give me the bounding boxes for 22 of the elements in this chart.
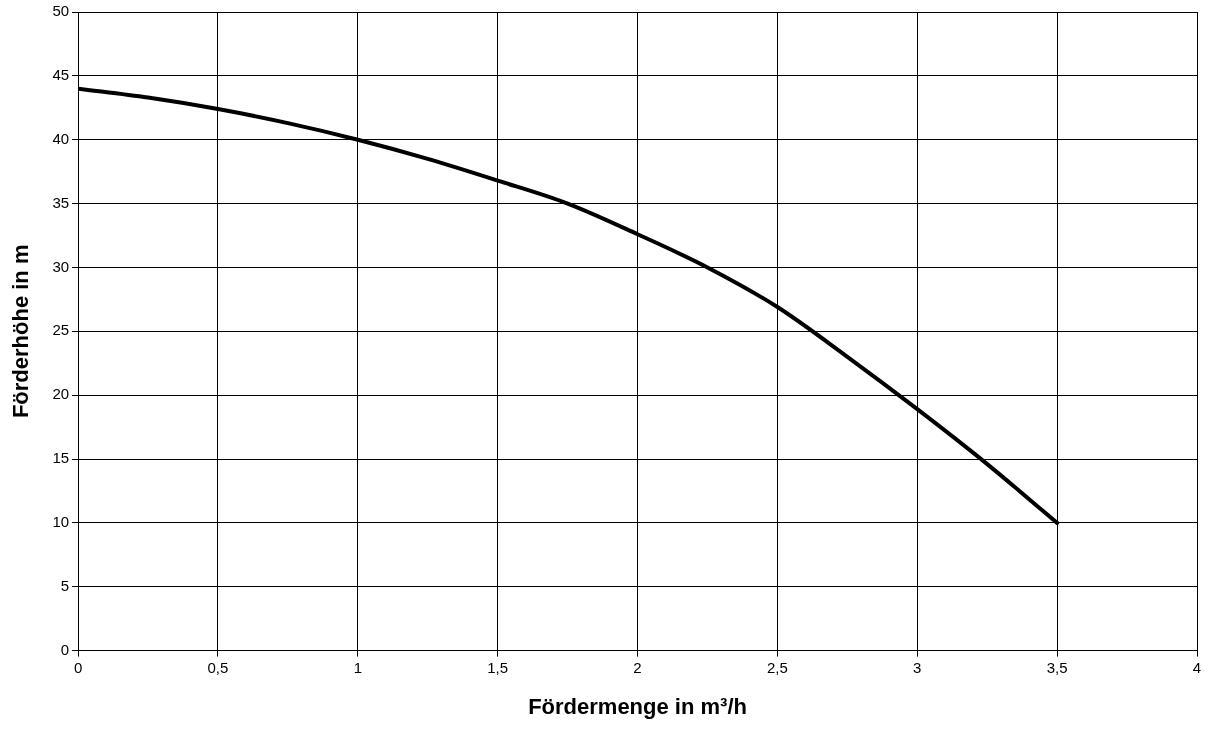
x-axis-title: Fördermenge in m³/h xyxy=(528,693,747,719)
y-tick-label: 45 xyxy=(52,66,70,83)
y-tick-label: 15 xyxy=(52,449,70,467)
x-tick-label: 0,5 xyxy=(207,658,229,676)
x-tick-label: 2 xyxy=(633,658,642,676)
x-tick-label: 0 xyxy=(73,658,83,676)
y-tick-label: 35 xyxy=(52,193,70,211)
y-tick-label: 50 xyxy=(52,2,70,20)
y-tick-label: 20 xyxy=(52,385,70,403)
x-tick-label: 3 xyxy=(913,658,922,676)
x-tick-label: 1 xyxy=(353,658,362,676)
y-tick-label: 30 xyxy=(52,257,70,275)
y-tick-label: 0 xyxy=(60,640,70,658)
x-tick-label: 4 xyxy=(1192,658,1202,676)
y-tick-label: 40 xyxy=(52,129,70,147)
y-tick-label: 5 xyxy=(60,576,70,594)
x-tick-label: 1,5 xyxy=(487,658,509,676)
y-tick-label: 10 xyxy=(52,513,70,531)
x-tick-label: 3,5 xyxy=(1046,658,1068,676)
x-tick-label: 2,5 xyxy=(766,658,788,676)
y-axis-title: Förderhöhe in m xyxy=(8,244,34,419)
y-tick-label: 25 xyxy=(52,321,70,339)
